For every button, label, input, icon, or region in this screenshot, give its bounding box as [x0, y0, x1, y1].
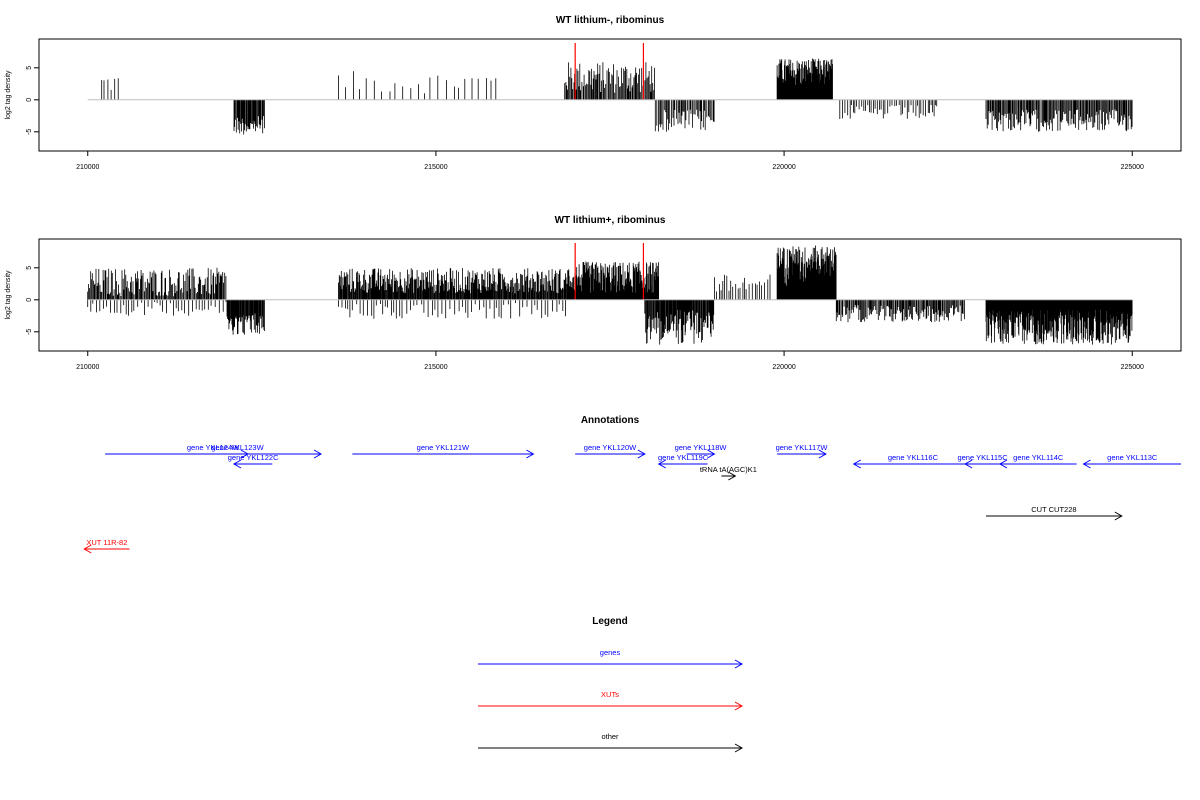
x-tick-label: 220000 [772, 364, 795, 371]
legend-label: XUTs [601, 690, 619, 699]
x-tick-label: 210000 [76, 164, 99, 171]
panel-2-ylabel: log2 tag density [5, 270, 12, 320]
legend-arrowhead [734, 743, 744, 753]
feature-label: gene YKL116C [888, 453, 939, 462]
panel-1-ylabel: log2 tag density [5, 70, 12, 120]
feature-arrowhead [998, 459, 1008, 469]
gene-feature: gene YKL114C [998, 453, 1077, 469]
feature-label: gene YKL121W [417, 443, 470, 452]
panel-1-axes: 210000 215000 220000 225000 -5 0 5 [26, 66, 1144, 171]
feature-label: tRNA tA(AGC)K1 [700, 465, 757, 474]
density-bars [101, 58, 1133, 135]
x-tick-label: 225000 [1121, 364, 1144, 371]
feature-arrowhead [637, 449, 646, 459]
feature-arrowhead [240, 449, 249, 459]
annotations-title: Annotations [581, 415, 640, 426]
feature-arrowhead [728, 471, 737, 481]
y-tick-label: 5 [26, 266, 33, 270]
panel-2-bars [87, 245, 1133, 345]
legend-item-gene: genes [478, 648, 744, 669]
legend-title: Legend [592, 616, 628, 627]
panel-1-markers [574, 43, 645, 100]
y-tick-label: -5 [26, 329, 33, 335]
gene-feature: gene YKL121W [352, 443, 535, 459]
legend-label: other [601, 732, 619, 741]
feature-label: gene YKL115C [957, 453, 1008, 462]
legend-label: genes [600, 648, 621, 657]
feature-arrowhead [657, 459, 666, 469]
legend: Legend genes XUTs other [478, 616, 744, 753]
feature-label: CUT CUT228 [1031, 505, 1076, 514]
gene-feature: gene YKL123W [211, 443, 265, 459]
xut-feature: XUT 11R-82 [83, 538, 130, 554]
legend-item-xut: XUTs [478, 690, 744, 711]
gene-feature: gene YKL116C [852, 453, 973, 469]
gene-feature: gene YKL118W [675, 443, 728, 459]
feature-arrowhead [232, 459, 242, 469]
gene-feature: gene YKL119C [657, 453, 709, 469]
x-tick-label: 220000 [772, 164, 795, 171]
feature-arrowhead [818, 449, 827, 459]
legend-arrowhead [734, 659, 744, 669]
feature-label: gene YKL118W [675, 443, 728, 452]
feature-arrowhead [964, 459, 973, 469]
y-tick-label: -5 [26, 129, 33, 135]
panel-wt-lithium-minus: WT lithium-, ribominus log2 tag density … [5, 15, 1182, 171]
feature-arrowhead [852, 459, 861, 469]
gene-feature: gene YKL115C [957, 453, 1008, 469]
panel-2-title: WT lithium+, ribominus [555, 215, 666, 226]
gene-feature: gene YKL124W [105, 443, 323, 459]
gene-feature: gene YKL117W [776, 443, 829, 459]
gene-feature: gene YKL122C [228, 453, 279, 469]
other-feature: tRNA tA(AGC)K1 [700, 465, 757, 481]
other-feature: CUT CUT228 [986, 505, 1123, 521]
y-tick-label: 0 [26, 98, 33, 102]
feature-label: gene YKL123W [211, 443, 264, 452]
gene-feature: gene YKL113C [1082, 453, 1181, 469]
panel-1-frame [38, 38, 1182, 152]
feature-arrowhead [707, 449, 716, 459]
feature-arrowhead [1082, 459, 1091, 469]
feature-label: gene YKL120W [584, 443, 637, 452]
y-tick-label: 5 [26, 66, 33, 70]
x-tick-label: 225000 [1121, 164, 1144, 171]
feature-arrowhead [1114, 511, 1123, 521]
feature-label: XUT 11R-82 [86, 538, 127, 547]
feature-arrowhead [526, 449, 535, 459]
feature-label: gene YKL117W [776, 443, 829, 452]
panel-2-axes: 210000 215000 220000 225000 -5 0 5 [26, 266, 1144, 371]
feature-arrowhead [83, 544, 92, 554]
x-tick-label: 215000 [424, 364, 447, 371]
gene-feature: gene YKL120W [575, 443, 646, 459]
y-tick-label: 0 [26, 298, 33, 302]
panel-wt-lithium-plus: WT lithium+, ribominus log2 tag density … [5, 215, 1182, 371]
legend-items: genes XUTs other [478, 648, 744, 753]
panel-1-bars [101, 58, 1133, 135]
feature-label: gene YKL124W [187, 443, 240, 452]
feature-arrowhead [313, 449, 323, 459]
feature-label: gene YKL119C [658, 453, 709, 462]
panel-1-title: WT lithium-, ribominus [556, 15, 665, 26]
feature-label: gene YKL113C [1107, 453, 1158, 462]
feature-label: gene YKL114C [1013, 453, 1064, 462]
density-bars [87, 245, 1133, 345]
panel-2-markers [574, 243, 645, 300]
feature-label: gene YKL122C [228, 453, 279, 462]
x-tick-label: 210000 [76, 364, 99, 371]
legend-arrowhead [734, 701, 744, 711]
x-tick-label: 215000 [424, 164, 447, 171]
legend-item-other: other [478, 732, 744, 753]
